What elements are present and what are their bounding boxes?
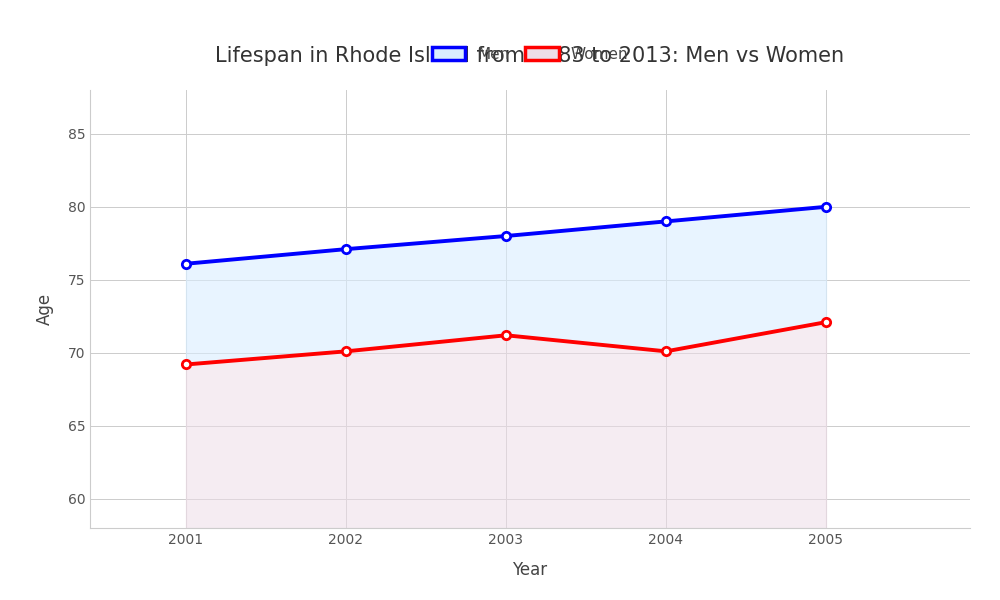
Title: Lifespan in Rhode Island from 1983 to 2013: Men vs Women: Lifespan in Rhode Island from 1983 to 20… (215, 46, 845, 66)
Y-axis label: Age: Age (36, 293, 54, 325)
Legend: Men, Women: Men, Women (425, 41, 635, 68)
X-axis label: Year: Year (512, 561, 548, 579)
